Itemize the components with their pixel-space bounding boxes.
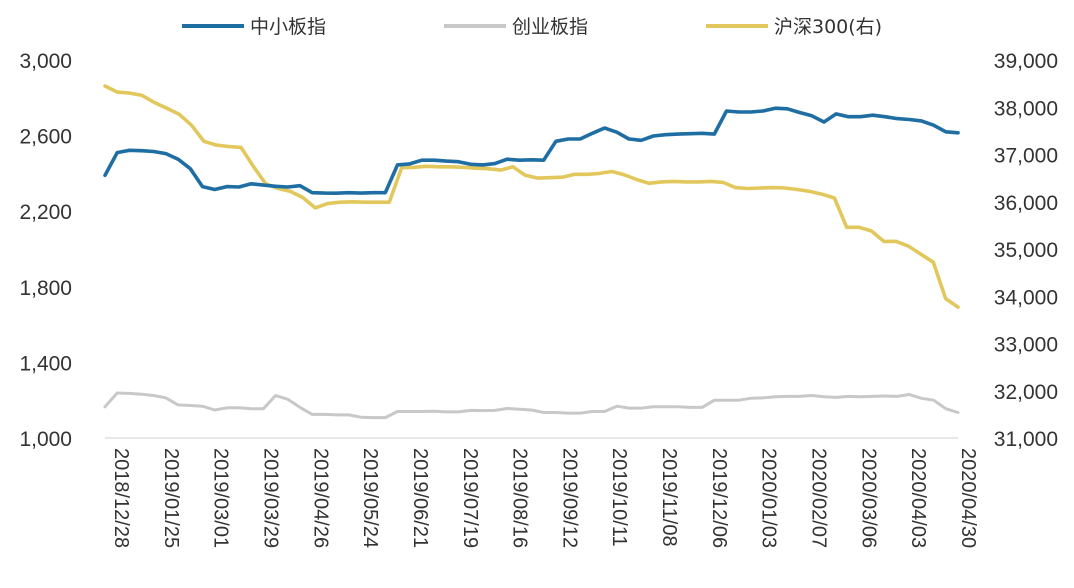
y-right-tick-label: 33,000 [994, 334, 1058, 357]
y-left-tick-label: 3,000 [19, 50, 72, 73]
x-tick-label: 2019/07/19 [459, 448, 481, 548]
y-left-tick-label: 1,800 [19, 277, 72, 300]
y-left-tick-label: 2,600 [19, 126, 72, 149]
x-tick-label: 2020/02/07 [808, 448, 830, 548]
series-line-0 [103, 106, 960, 195]
x-tick-label: 2019/12/06 [708, 448, 730, 548]
x-tick-label: 2020/04/03 [907, 448, 929, 548]
y-right-tick-label: 31,000 [994, 428, 1058, 451]
x-tick-label: 2019/05/24 [359, 448, 381, 548]
legend: 中小板指 创业板指 沪深300(右) [182, 16, 882, 38]
legend-label-1: 创业板指 [512, 16, 588, 38]
x-tick-label: 2018/12/28 [110, 448, 132, 548]
x-tick-label: 2020/01/03 [758, 448, 780, 548]
x-tick-label: 2019/03/29 [259, 448, 281, 548]
y-axis-left: 1,000 1,400 1,800 2,200 2,600 3,000 [19, 50, 72, 451]
x-tick-label: 2019/06/21 [409, 448, 431, 548]
x-tick-label: 2020/03/06 [857, 448, 879, 548]
y-right-tick-label: 37,000 [994, 145, 1058, 168]
legend-label-0: 中小板指 [250, 16, 326, 38]
y-right-tick-label: 39,000 [994, 50, 1058, 73]
y-right-tick-label: 35,000 [994, 239, 1058, 262]
y-left-tick-label: 2,200 [19, 201, 72, 224]
x-tick-label: 2019/08/16 [509, 448, 531, 548]
legend-label-2: 沪深300(右) [774, 16, 882, 38]
series-layer [103, 84, 960, 420]
series-line-2 [103, 84, 960, 309]
x-tick-label: 2019/01/25 [160, 448, 182, 548]
y-right-tick-label: 34,000 [994, 286, 1058, 309]
x-tick-label: 2019/09/12 [558, 448, 580, 548]
y-right-tick-label: 38,000 [994, 97, 1058, 120]
y-right-tick-label: 32,000 [994, 381, 1058, 404]
x-tick-label: 2019/10/11 [608, 448, 630, 547]
y-axis-right: 31,000 32,000 33,000 34,000 35,000 36,000 37,0… [994, 50, 1058, 451]
y-left-tick-label: 1,400 [19, 352, 72, 375]
x-tick-label: 2019/11/08 [658, 448, 680, 547]
x-tick-label: 2020/04/30 [957, 448, 979, 548]
x-tick-label: 2019/04/26 [309, 448, 331, 548]
y-left-tick-label: 1,000 [19, 428, 72, 451]
series-line-1 [103, 391, 960, 420]
y-right-tick-label: 36,000 [994, 192, 1058, 215]
x-tick-label: 2019/03/01 [210, 448, 232, 548]
x-axis: 2018/12/28 2019/01/25 2019/03/01 2019/03/29… [105, 437, 979, 548]
